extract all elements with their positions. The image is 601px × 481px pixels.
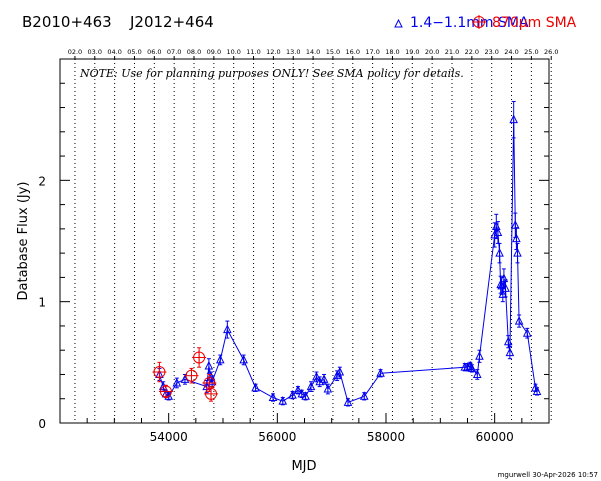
data-point (239, 354, 248, 364)
legend-triangle-icon (394, 18, 403, 28)
data-point (293, 385, 303, 394)
top-tick-label: 26.0 (544, 48, 558, 56)
x-tick-label: 56000 (258, 430, 296, 444)
top-tick-label: 07.0 (167, 48, 181, 56)
top-tick-label: 21.0 (445, 48, 459, 56)
top-tick-label: 17.0 (365, 48, 379, 56)
top-tick-label: 23.0 (484, 48, 498, 56)
data-point (495, 248, 504, 257)
y-axis-label: Database Flux (Jy) (16, 182, 31, 301)
legend-blue-label: 1.4−1.1mm SMA (410, 15, 529, 31)
top-tick-label: 24.0 (504, 48, 518, 56)
x-tick-label: 58000 (367, 430, 405, 444)
data-point (343, 397, 353, 406)
data-point (172, 377, 182, 387)
data-point (511, 220, 520, 229)
top-tick-label: 02.0 (68, 48, 82, 56)
legend-red-label: 870μm SMA (492, 15, 577, 31)
data-point (215, 354, 225, 364)
top-tick-label: 14.0 (306, 48, 320, 56)
data-point (306, 381, 316, 391)
series-870um (152, 347, 219, 402)
data-point (288, 389, 297, 399)
y-tick-label: 1 (38, 296, 46, 310)
data-point (522, 328, 532, 337)
data-point (359, 391, 369, 400)
top-tick-label: 12.0 (266, 48, 280, 56)
policy-note: NOTE: Use for planning purposes ONLY! Se… (79, 67, 464, 80)
data-point (513, 248, 522, 257)
top-tick-label: 25.0 (524, 48, 538, 56)
top-tick-label: 13.0 (286, 48, 300, 56)
data-point (301, 391, 310, 400)
top-tick-label: 16.0 (346, 48, 360, 56)
data-point (501, 283, 510, 292)
top-tick-label: 09.0 (207, 48, 221, 56)
top-tick-label: 11.0 (246, 48, 260, 56)
y-tick-label: 2 (38, 174, 46, 188)
data-point (297, 388, 307, 398)
year-grid (74, 59, 552, 423)
data-point (319, 374, 329, 383)
data-point (463, 362, 472, 371)
top-tick-label: 15.0 (326, 48, 340, 56)
source-name: B2010+463 (22, 13, 112, 31)
top-tick-label: 05.0 (127, 48, 141, 56)
top-tick-label: 18.0 (385, 48, 399, 56)
top-tick-label: 22.0 (465, 48, 479, 56)
top-tick-label: 20.0 (425, 48, 439, 56)
data-point (512, 233, 521, 243)
data-point (505, 347, 515, 357)
data-point (323, 383, 333, 393)
x-tick-label: 60000 (476, 430, 514, 444)
data-point (251, 382, 260, 392)
data-point (498, 289, 508, 298)
bottom-axis-ticks: 54000 56000 58000 60000 (59, 413, 550, 444)
top-tick-label: 06.0 (147, 48, 161, 56)
x-tick-label: 54000 (150, 430, 188, 444)
data-point (164, 391, 173, 400)
top-tick-label: 08.0 (187, 48, 201, 56)
top-tick-label: 19.0 (405, 48, 419, 56)
data-point (503, 336, 513, 346)
top-tick-label: 10.0 (226, 48, 240, 56)
data-point (532, 386, 542, 395)
data-series (152, 100, 542, 407)
data-point (499, 273, 509, 283)
series-line (158, 119, 538, 404)
top-axis-years: 02.0 03.0 04.0 05.0 06.0 07.0 08.0 09.0 10.0 11.0… (68, 48, 558, 59)
data-point (472, 369, 482, 378)
data-point (493, 227, 503, 237)
data-point (207, 376, 217, 386)
data-point (278, 396, 288, 405)
plot-frame (59, 58, 550, 424)
top-tick-label: 03.0 (88, 48, 102, 56)
data-point (475, 351, 484, 360)
legend-blue: 1.4−1.1mm SMA (394, 15, 529, 31)
series-1mm (155, 100, 542, 407)
data-point (509, 114, 518, 124)
data-point (204, 360, 214, 370)
legend-red: 870μm SMA (472, 15, 577, 31)
alt-name: J2012+464 (129, 13, 214, 31)
data-point (223, 324, 232, 334)
y-tick-label: 0 (38, 417, 46, 431)
data-point (335, 366, 345, 376)
top-tick-label: 04.0 (107, 48, 121, 56)
data-point (514, 315, 524, 325)
data-point (467, 363, 477, 372)
footer-credit: mgurwell 30-Apr-2026 10:57 (498, 471, 598, 479)
x-axis-label: MJD (291, 459, 316, 474)
data-point (376, 368, 385, 377)
data-point (268, 392, 278, 402)
